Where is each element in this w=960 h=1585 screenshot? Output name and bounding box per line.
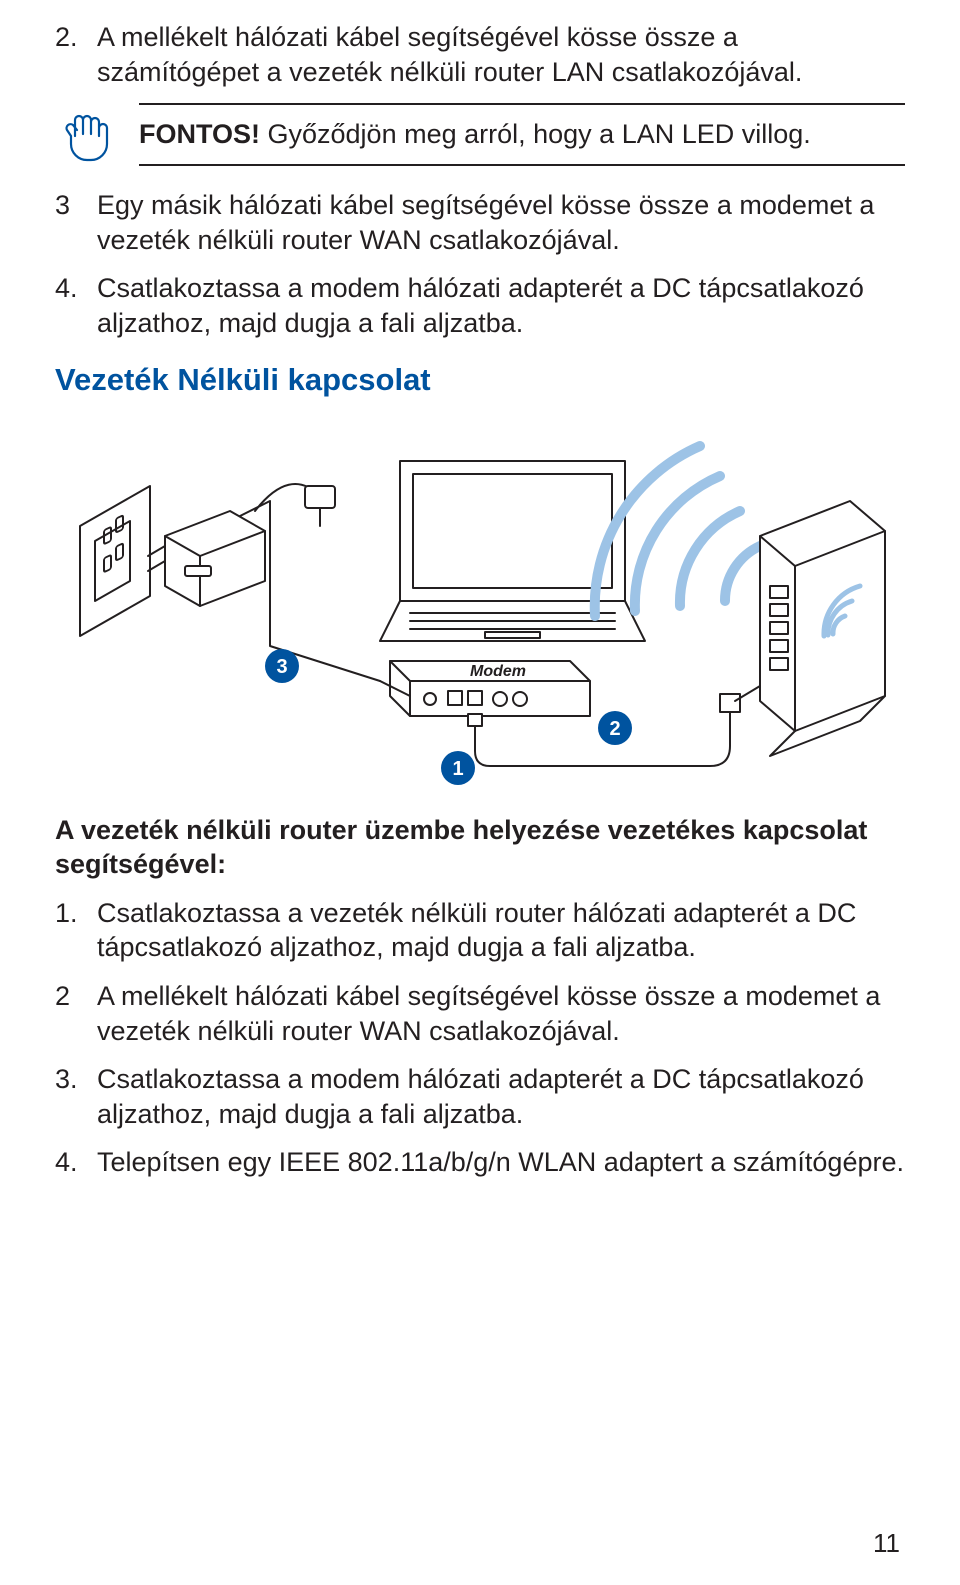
- step-text: Telepítsen egy IEEE 802.11a/b/g/n WLAN a…: [97, 1145, 905, 1180]
- callout-1: 1: [452, 758, 463, 780]
- callout-3: 3: [276, 656, 287, 678]
- step-number: 2.: [55, 20, 97, 89]
- page-number: 11: [873, 1528, 900, 1559]
- step-number: 4.: [55, 1145, 97, 1180]
- svg-text:Modem: Modem: [470, 663, 526, 680]
- wiring-diagram: Modem: [55, 416, 905, 786]
- step-item: 1. Csatlakoztassa a vezeték nélküli rout…: [55, 896, 905, 965]
- step-number: 3: [55, 188, 97, 257]
- step-text: Csatlakoztassa a modem hálózati adapteré…: [97, 1062, 905, 1131]
- important-text: FONTOS! Győződjön meg arról, hogy a LAN …: [139, 103, 905, 166]
- step-text: Csatlakoztassa a vezeték nélküli router …: [97, 896, 905, 965]
- step-item: 4. Csatlakoztassa a modem hálózati adapt…: [55, 271, 905, 340]
- step-number: 1.: [55, 896, 97, 965]
- hand-icon: [55, 106, 117, 164]
- step-text: Egy másik hálózati kábel segítségével kö…: [97, 188, 905, 257]
- step-item: 3 Egy másik hálózati kábel segítségével …: [55, 188, 905, 257]
- section-heading: Vezeték Nélküli kapcsolat: [55, 362, 905, 398]
- step-text: A mellékelt hálózati kábel segítségével …: [97, 20, 905, 89]
- sub-heading: A vezeték nélküli router üzembe helyezés…: [55, 814, 905, 882]
- callout-2: 2: [609, 718, 620, 740]
- important-body: Győződjön meg arról, hogy a LAN LED vill…: [260, 119, 811, 149]
- step-number: 3.: [55, 1062, 97, 1131]
- step-text: A mellékelt hálózati kábel segítségével …: [97, 979, 905, 1048]
- step-item: 2. A mellékelt hálózati kábel segítségév…: [55, 20, 905, 89]
- step-number: 4.: [55, 271, 97, 340]
- important-label: FONTOS!: [139, 119, 260, 149]
- step-text: Csatlakoztassa a modem hálózati adapteré…: [97, 271, 905, 340]
- step-item: 3. Csatlakoztassa a modem hálózati adapt…: [55, 1062, 905, 1131]
- step-item: 4. Telepítsen egy IEEE 802.11a/b/g/n WLA…: [55, 1145, 905, 1180]
- step-number: 2: [55, 979, 97, 1048]
- step-item: 2 A mellékelt hálózati kábel segítségéve…: [55, 979, 905, 1048]
- important-callout: FONTOS! Győződjön meg arról, hogy a LAN …: [113, 103, 905, 166]
